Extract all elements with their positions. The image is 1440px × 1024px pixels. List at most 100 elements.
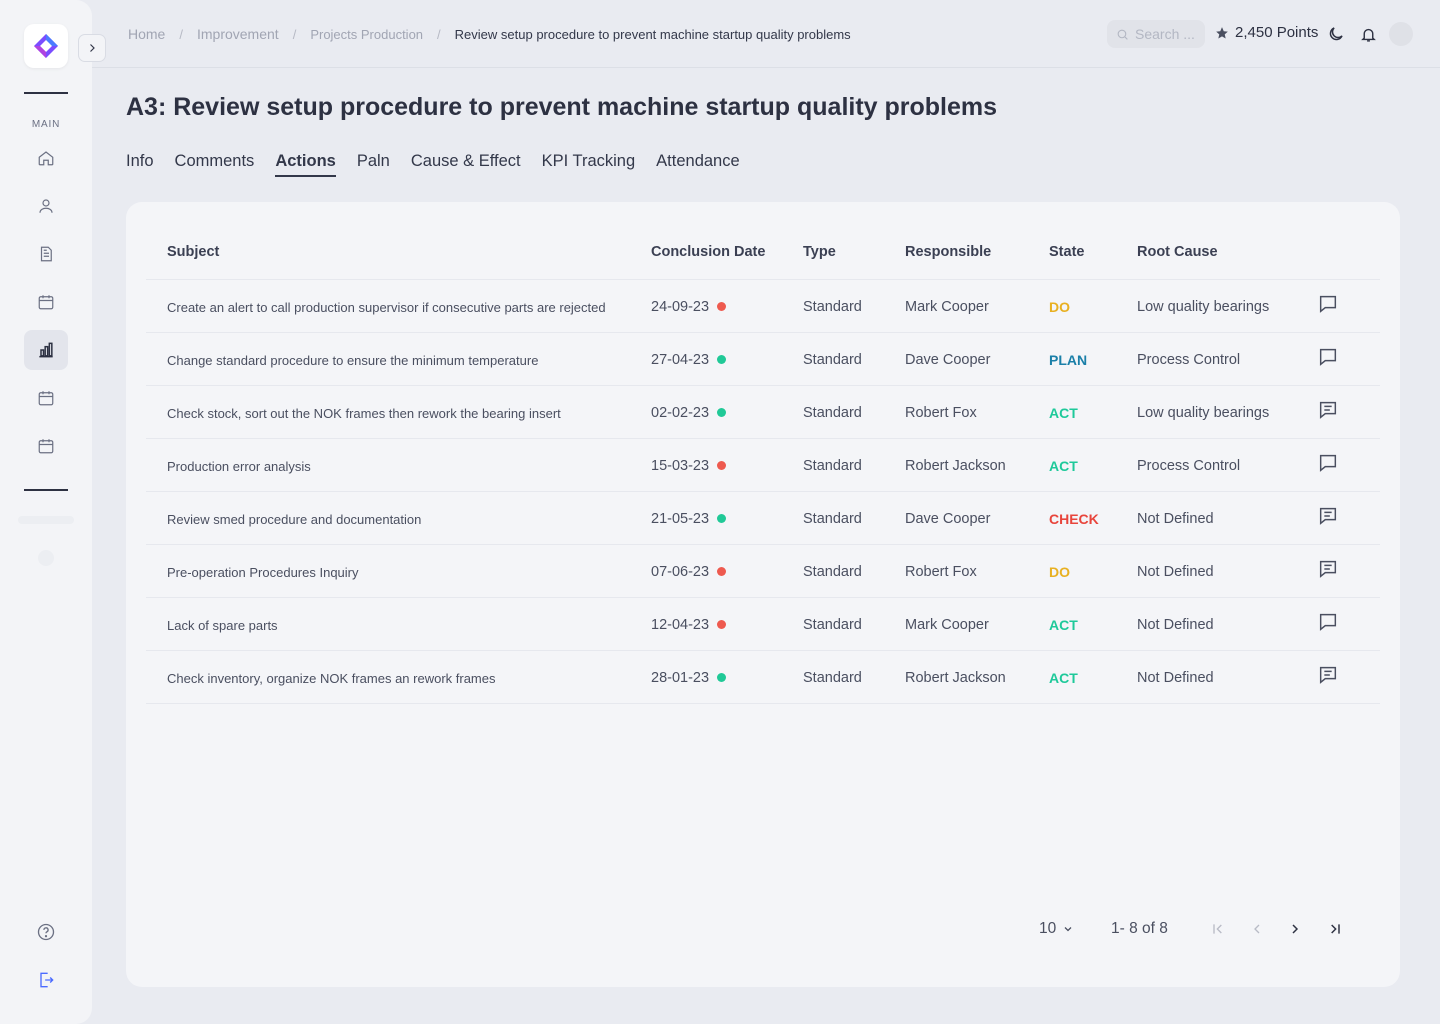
row-root-cause: Low quality bearings xyxy=(1137,299,1270,315)
sidebar-divider xyxy=(24,92,68,94)
row-type: Standard xyxy=(803,405,862,421)
table-row-divider xyxy=(146,438,1380,439)
sidebar-placeholder xyxy=(18,516,74,524)
breadcrumb-separator: / xyxy=(437,26,441,42)
next-page-button[interactable] xyxy=(1284,918,1306,940)
help-icon xyxy=(37,923,55,941)
row-comments-button[interactable] xyxy=(1316,451,1340,475)
column-header-state[interactable]: State xyxy=(1049,244,1085,260)
tab-comments[interactable]: Comments xyxy=(174,152,255,170)
row-root-cause: Process Control xyxy=(1137,458,1241,474)
row-responsible: Mark Cooper xyxy=(905,617,989,633)
tab-attendance[interactable]: Attendance xyxy=(656,152,740,170)
sidebar-item-calendar-3[interactable] xyxy=(24,426,68,466)
calendar-icon xyxy=(38,295,54,310)
sidebar-item-home[interactable] xyxy=(24,138,68,178)
sidebar-item-analytics[interactable] xyxy=(24,330,68,370)
chevron-left-icon xyxy=(1254,924,1260,934)
home-icon xyxy=(38,151,54,166)
breadcrumb-current: Review setup procedure to prevent machin… xyxy=(454,26,851,42)
row-comments-button[interactable] xyxy=(1316,610,1340,634)
comment-text-icon xyxy=(1319,401,1337,419)
column-header-conclusion-date[interactable]: Conclusion Date xyxy=(651,244,766,260)
sidebar-divider xyxy=(24,489,68,491)
row-subject[interactable]: Check inventory, organize NOK frames an … xyxy=(167,671,496,686)
column-header-subject[interactable]: Subject xyxy=(167,244,220,260)
row-comments-button[interactable] xyxy=(1316,292,1340,316)
points-display: 2,450 Points xyxy=(1215,24,1318,41)
star-icon xyxy=(1216,26,1228,39)
column-header-root-cause[interactable]: Root Cause xyxy=(1137,244,1218,260)
row-responsible: Mark Cooper xyxy=(905,299,989,315)
avatar[interactable] xyxy=(1389,22,1413,46)
chevron-right-icon xyxy=(1292,924,1299,934)
row-type: Standard xyxy=(803,458,862,474)
row-subject[interactable]: Change standard procedure to ensure the … xyxy=(167,353,539,368)
row-comments-button[interactable] xyxy=(1316,345,1340,369)
row-subject[interactable]: Create an alert to call production super… xyxy=(167,300,606,315)
table-row-divider xyxy=(146,385,1380,386)
table-row-divider xyxy=(146,491,1380,492)
sidebar-item-help[interactable] xyxy=(24,912,68,952)
app-logo[interactable] xyxy=(24,24,68,68)
row-root-cause: Not Defined xyxy=(1137,511,1214,527)
sidebar-item-users[interactable] xyxy=(24,186,68,226)
row-subject[interactable]: Lack of spare parts xyxy=(167,618,278,633)
breadcrumb-projects[interactable]: Projects Production xyxy=(310,26,424,42)
tab-info[interactable]: Info xyxy=(126,152,154,170)
first-page-button[interactable] xyxy=(1207,918,1229,940)
sidebar-item-calendar[interactable] xyxy=(24,282,68,322)
breadcrumb-separator: / xyxy=(292,26,297,42)
table-header-divider xyxy=(146,279,1380,280)
page-size-select[interactable]: 10 xyxy=(1039,920,1074,938)
page-title: A3: Review setup procedure to prevent ma… xyxy=(126,93,998,121)
tab-kpi-tracking[interactable]: KPI Tracking xyxy=(541,152,636,170)
logo-icon xyxy=(34,34,58,58)
previous-page-button[interactable] xyxy=(1246,918,1268,940)
sidebar-collapse-button[interactable] xyxy=(78,34,106,62)
comment-text-icon xyxy=(1319,666,1337,684)
row-comments-button[interactable] xyxy=(1316,663,1340,687)
row-type: Standard xyxy=(803,564,862,580)
row-subject[interactable]: Review smed procedure and documentation xyxy=(167,512,422,527)
column-header-type[interactable]: Type xyxy=(803,244,836,260)
row-responsible: Robert Fox xyxy=(905,405,977,421)
row-comments-button[interactable] xyxy=(1316,398,1340,422)
document-icon xyxy=(40,246,52,262)
row-state-badge: CHECK xyxy=(1049,511,1099,527)
sidebar-item-logout[interactable] xyxy=(24,960,68,1000)
logout-icon xyxy=(40,972,54,988)
sidebar-item-documents[interactable] xyxy=(24,234,68,274)
tab-actions[interactable]: Actions xyxy=(275,152,336,177)
row-state-badge: PLAN xyxy=(1049,352,1088,368)
comment-icon xyxy=(1319,348,1337,366)
page-range: 1- 8 of 8 xyxy=(1111,920,1168,937)
row-conclusion-date: 27-04-23 xyxy=(651,352,710,368)
search-input[interactable]: Search ... xyxy=(1107,20,1205,48)
row-conclusion-date: 21-05-23 xyxy=(651,511,710,527)
search-placeholder: Search ... xyxy=(1135,26,1195,42)
tab-cause-effect[interactable]: Cause & Effect xyxy=(410,152,521,170)
column-header-responsible[interactable]: Responsible xyxy=(905,244,992,260)
row-conclusion-date: 12-04-23 xyxy=(651,617,710,633)
breadcrumb-home[interactable]: Home xyxy=(128,26,166,42)
row-subject[interactable]: Production error analysis xyxy=(167,459,311,474)
row-responsible: Dave Cooper xyxy=(905,511,991,527)
row-comments-button[interactable] xyxy=(1316,504,1340,528)
status-dot xyxy=(717,302,726,311)
row-state-badge: ACT xyxy=(1049,670,1078,686)
moon-icon xyxy=(1329,27,1343,41)
row-subject[interactable]: Check stock, sort out the NOK frames the… xyxy=(167,406,561,421)
theme-toggle-button[interactable] xyxy=(1324,22,1348,46)
last-page-button[interactable] xyxy=(1324,918,1346,940)
row-subject[interactable]: Pre-operation Procedures Inquiry xyxy=(167,565,359,580)
breadcrumb-improvement[interactable]: Improvement xyxy=(196,26,279,42)
sidebar-item-calendar-2[interactable] xyxy=(24,378,68,418)
comment-icon xyxy=(1319,613,1337,631)
search-icon xyxy=(1117,29,1128,40)
notifications-button[interactable] xyxy=(1356,22,1380,46)
status-dot xyxy=(717,514,726,523)
row-comments-button[interactable] xyxy=(1316,557,1340,581)
sidebar-placeholder-icon xyxy=(38,550,54,566)
tab-paln[interactable]: Paln xyxy=(356,152,390,170)
